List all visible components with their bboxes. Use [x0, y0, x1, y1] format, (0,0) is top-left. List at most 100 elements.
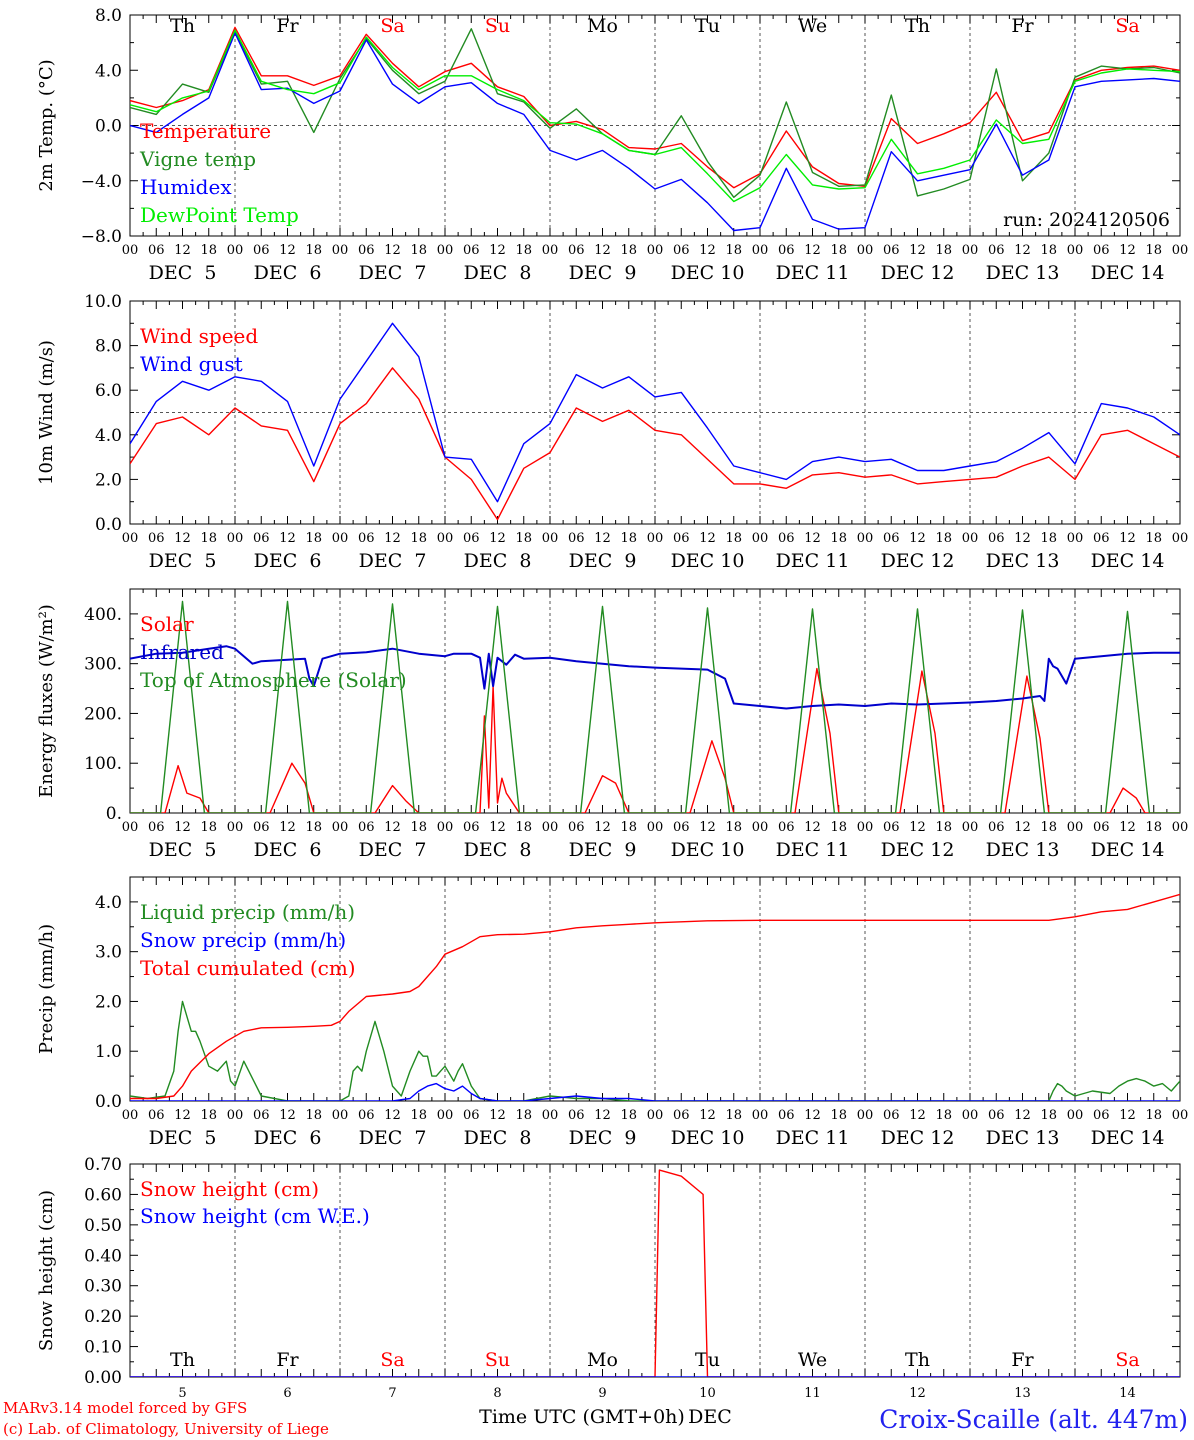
- date-label: DEC 8: [464, 262, 532, 284]
- hour-label: 18: [515, 531, 532, 546]
- hour-label: 06: [673, 243, 690, 258]
- panel-2: 0.0 2.0 4.0 6.0 8.0 10.0 10m Wind (m/s) 00 06 12 1…: [36, 292, 1188, 572]
- hour-label: 12: [1014, 531, 1031, 546]
- hour-label: 06: [988, 531, 1005, 546]
- date-label: DEC 6: [254, 839, 322, 861]
- hour-label: 18: [935, 243, 952, 258]
- hour-label: 18: [410, 820, 427, 835]
- hour-label: 00: [437, 243, 454, 258]
- hour-label: 12: [909, 820, 926, 835]
- y-tick-label: 3.0: [95, 943, 122, 963]
- hour-label: 12: [594, 531, 611, 546]
- weekday-label: We: [798, 15, 827, 37]
- date-label: DEC 8: [464, 839, 532, 861]
- day-number: 9: [598, 1386, 606, 1401]
- y-axis-label: 2m Temp. (°C): [36, 59, 57, 191]
- hour-label: 00: [332, 531, 349, 546]
- series-line-4: [130, 29, 1180, 203]
- date-label: DEC 13: [986, 1127, 1060, 1149]
- hour-label: 12: [384, 243, 401, 258]
- hour-label: 06: [883, 820, 900, 835]
- date-label: DEC 9: [569, 1127, 637, 1149]
- hour-label: 00: [122, 243, 139, 258]
- hour-label: 06: [568, 531, 585, 546]
- hour-label: 00: [647, 243, 664, 258]
- weekday-label: Fr: [276, 1349, 299, 1371]
- date-label: DEC 5: [149, 1127, 217, 1149]
- weekday-label: Th: [170, 15, 195, 37]
- hour-label: 00: [542, 243, 559, 258]
- date-label: DEC 7: [359, 550, 427, 572]
- date-label: DEC 11: [776, 550, 850, 572]
- hour-label: 00: [332, 243, 349, 258]
- legend-entry: Temperature: [140, 119, 271, 143]
- hour-label: 18: [620, 820, 637, 835]
- hour-label: 00: [1172, 1108, 1189, 1123]
- y-axis-label: Energy fluxes (W/m²): [36, 604, 57, 798]
- date-label: DEC 10: [671, 1127, 745, 1149]
- run-annotation: run: 2024120506: [1003, 209, 1170, 231]
- legend-entry: Snow height (cm W.E.): [140, 1204, 370, 1228]
- hour-label: 06: [253, 243, 270, 258]
- hour-label: 06: [988, 1108, 1005, 1123]
- hour-label: 06: [988, 820, 1005, 835]
- weekday-label: Sa: [1115, 1349, 1139, 1371]
- date-label: DEC 9: [569, 262, 637, 284]
- hour-label: 18: [620, 531, 637, 546]
- hour-label: 06: [463, 243, 480, 258]
- panel-4: 0.0 1.0 2.0 3.0 4.0 Precip (mm/h) 00 06 12 18 00 06…: [36, 876, 1189, 1149]
- date-label: DEC 5: [149, 839, 217, 861]
- legend-entry: Liquid precip (mm/h): [140, 900, 355, 924]
- weekday-label: Su: [485, 15, 510, 37]
- date-label: DEC 8: [464, 550, 532, 572]
- y-tick-label: 4.0: [95, 893, 122, 913]
- hour-label: 00: [752, 820, 769, 835]
- panel-5: 0.00 0.10 0.20 0.30 0.40 0.50 0.60 0.70 Snow hei…: [36, 1155, 1181, 1428]
- hour-label: 06: [463, 1108, 480, 1123]
- hour-label: 06: [883, 1108, 900, 1123]
- weekday-label: Sa: [380, 15, 404, 37]
- series-line-3: [130, 600, 1180, 813]
- legend-entry: Snow precip (mm/h): [140, 928, 346, 952]
- hour-label: 06: [1093, 1108, 1110, 1123]
- legend-entry: Infrared: [140, 640, 224, 664]
- hour-label: 12: [909, 243, 926, 258]
- hour-label: 00: [962, 243, 979, 258]
- hour-label: 18: [725, 243, 742, 258]
- series-line-3: [130, 32, 1180, 232]
- date-label: DEC 6: [254, 262, 322, 284]
- hour-label: 06: [1093, 531, 1110, 546]
- hour-label: 18: [1040, 531, 1057, 546]
- hour-label: 06: [463, 531, 480, 546]
- y-tick-label: 0.00: [84, 1368, 122, 1388]
- hour-label: 18: [1040, 1108, 1057, 1123]
- hour-label: 00: [437, 820, 454, 835]
- y-tick-label: 0.0: [95, 117, 122, 137]
- hour-label: 12: [804, 243, 821, 258]
- y-tick-label: 0.0: [95, 515, 122, 535]
- hour-label: 00: [647, 820, 664, 835]
- day-number: 6: [283, 1386, 291, 1401]
- date-label: DEC 6: [254, 1127, 322, 1149]
- hour-label: 18: [200, 1108, 217, 1123]
- hour-label: 06: [988, 243, 1005, 258]
- hour-label: 18: [830, 820, 847, 835]
- hour-label: 06: [673, 531, 690, 546]
- footer: MARv3.14 model forced by GFS (c) Lab. of …: [3, 1399, 1188, 1438]
- hour-label: 00: [122, 820, 139, 835]
- hour-label: 06: [778, 1108, 795, 1123]
- location-title: Croix-Scaille (alt. 447m): [879, 1405, 1188, 1434]
- hour-label: 18: [620, 1108, 637, 1123]
- weekday-label: We: [798, 1349, 827, 1371]
- legend-entry: DewPoint Temp: [140, 203, 299, 227]
- hour-label: 12: [174, 531, 191, 546]
- hour-label: 18: [410, 243, 427, 258]
- hour-label: 12: [489, 531, 506, 546]
- date-label: DEC 7: [359, 839, 427, 861]
- hour-label: 00: [857, 243, 874, 258]
- hour-label: 00: [1067, 820, 1084, 835]
- hour-label: 06: [778, 820, 795, 835]
- hour-label: 12: [1119, 820, 1136, 835]
- hour-label: 12: [1014, 820, 1031, 835]
